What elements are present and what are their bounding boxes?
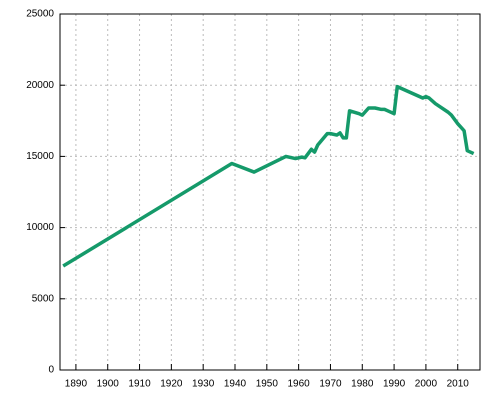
y-tick-label: 10000 (26, 222, 54, 233)
x-tick-label: 2000 (415, 379, 438, 390)
x-tick-label: 1980 (351, 379, 374, 390)
x-tick-label: 1950 (256, 379, 279, 390)
y-tick-label: 0 (48, 365, 54, 376)
x-tick-label: 2010 (447, 379, 470, 390)
x-tick-label: 1900 (97, 379, 120, 390)
x-tick-label: 1910 (128, 379, 151, 390)
y-tick-label: 25000 (26, 9, 54, 20)
x-tick-label: 1940 (224, 379, 247, 390)
x-tick-label: 1920 (160, 379, 183, 390)
x-tick-label: 1970 (319, 379, 342, 390)
y-tick-label: 5000 (32, 293, 55, 304)
x-tick-label: 1960 (288, 379, 311, 390)
plot-frame (59, 13, 481, 371)
y-tick-label: 15000 (26, 151, 54, 162)
data-line (62, 84, 475, 268)
x-tick-label: 1890 (65, 379, 88, 390)
x-tick-label: 1990 (383, 379, 406, 390)
y-tick-label: 20000 (26, 80, 54, 91)
x-tick-label: 1930 (192, 379, 215, 390)
